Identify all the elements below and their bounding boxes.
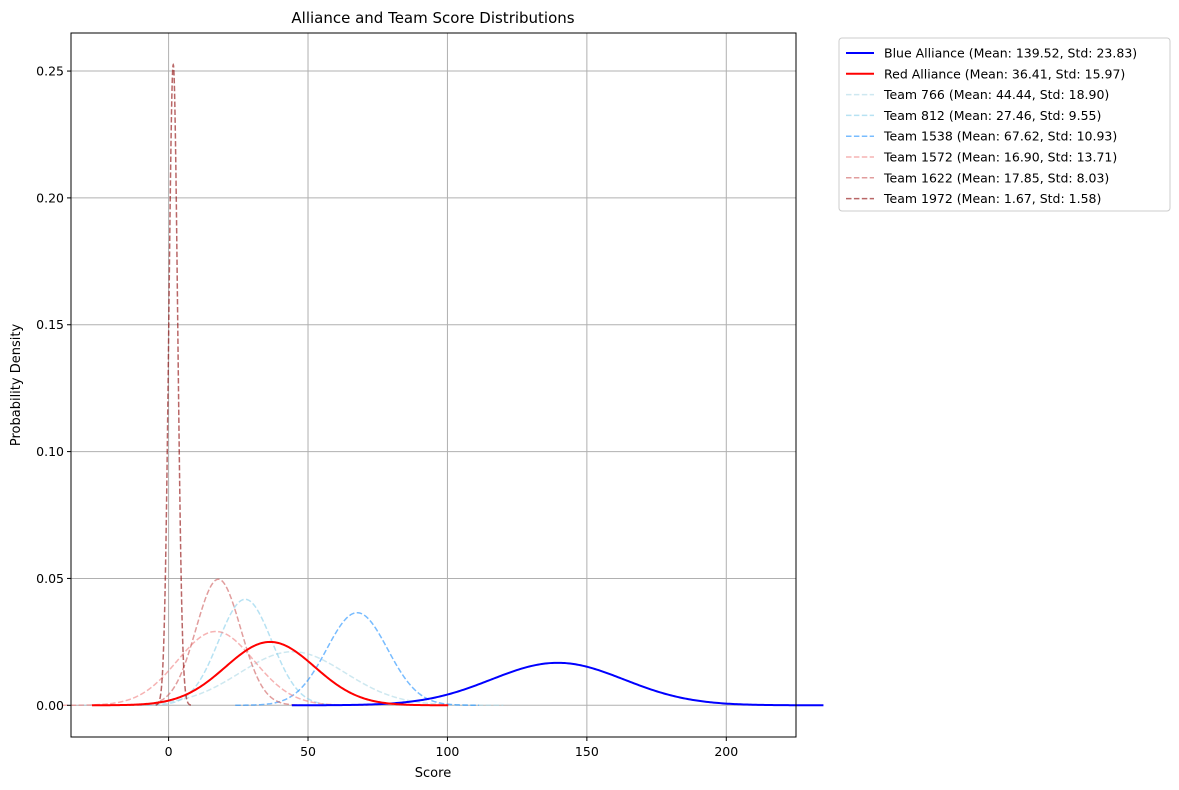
- x-tick-label: 200: [714, 744, 738, 759]
- x-tick-label: 50: [300, 744, 316, 759]
- y-tick-label: 0.25: [36, 64, 64, 79]
- series-line: [128, 578, 308, 706]
- y-tick-label: 0.15: [36, 317, 64, 332]
- series-line: [235, 611, 480, 707]
- plot-frame: [70, 32, 797, 738]
- legend-entry: Team 1622 (Mean: 17.85, Std: 8.03): [883, 170, 1109, 185]
- x-tick-label: 0: [165, 744, 173, 759]
- series-line: [81, 650, 504, 707]
- x-tick-label: 100: [436, 744, 460, 759]
- series-line: [62, 630, 369, 707]
- legend-entry: Team 766 (Mean: 44.44, Std: 18.90): [883, 87, 1109, 102]
- chart-title: Alliance and Team Score Distributions: [291, 9, 574, 27]
- x-tick-label: 150: [575, 744, 599, 759]
- legend-entry: Blue Alliance (Mean: 139.52, Std: 23.83): [884, 46, 1137, 61]
- legend-entry: Team 1572 (Mean: 16.90, Std: 13.71): [883, 150, 1117, 165]
- legend-entry: Team 1538 (Mean: 67.62, Std: 10.93): [883, 129, 1117, 144]
- y-axis-label: Probability Density: [9, 324, 24, 447]
- legend-frame: [838, 37, 1171, 212]
- series-line: [138, 598, 352, 706]
- y-tick-label: 0.05: [36, 571, 64, 586]
- series-line: [91, 640, 449, 707]
- y-tick-label: 0.10: [36, 444, 64, 459]
- grid: [71, 33, 796, 737]
- legend: Blue Alliance (Mean: 139.52, Std: 23.83)…: [838, 37, 1171, 212]
- legend-entry: Team 1972 (Mean: 1.67, Std: 1.58): [883, 191, 1101, 206]
- series-line: [291, 661, 824, 707]
- series-line: [155, 63, 192, 706]
- x-axis-label: Score: [415, 766, 451, 781]
- y-tick-label: 0.00: [36, 698, 64, 713]
- legend-entry: Red Alliance (Mean: 36.41, Std: 15.97): [884, 66, 1125, 81]
- legend-entry: Team 812 (Mean: 27.46, Std: 9.55): [883, 108, 1101, 123]
- x-axis: 0 50 100 150 200: [165, 737, 738, 759]
- series-layer: [62, 63, 824, 707]
- y-axis: 0.00 0.05 0.10 0.15 0.20 0.25: [36, 64, 71, 713]
- y-tick-label: 0.20: [36, 190, 64, 205]
